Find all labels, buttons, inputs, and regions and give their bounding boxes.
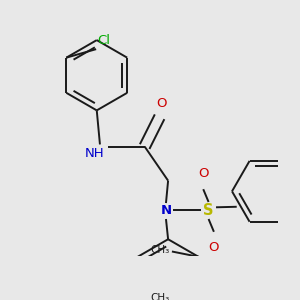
Text: S: S	[203, 203, 214, 218]
Text: O: O	[198, 167, 208, 180]
Text: CH₃: CH₃	[151, 293, 170, 300]
Text: N: N	[160, 204, 172, 217]
Text: O: O	[157, 98, 167, 110]
Text: NH: NH	[85, 147, 104, 160]
Text: Cl: Cl	[97, 34, 110, 47]
Text: O: O	[208, 242, 219, 254]
Text: CH₃: CH₃	[151, 245, 170, 255]
